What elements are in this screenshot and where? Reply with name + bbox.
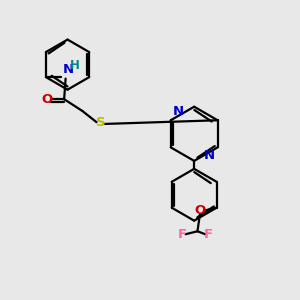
Text: O: O [41,93,53,106]
Text: O: O [195,204,206,217]
Text: N: N [173,106,184,118]
Text: S: S [96,116,106,129]
Text: F: F [178,228,187,241]
Text: F: F [204,228,213,241]
Text: H: H [70,59,80,72]
Text: N: N [204,149,215,162]
Text: N: N [62,63,74,76]
